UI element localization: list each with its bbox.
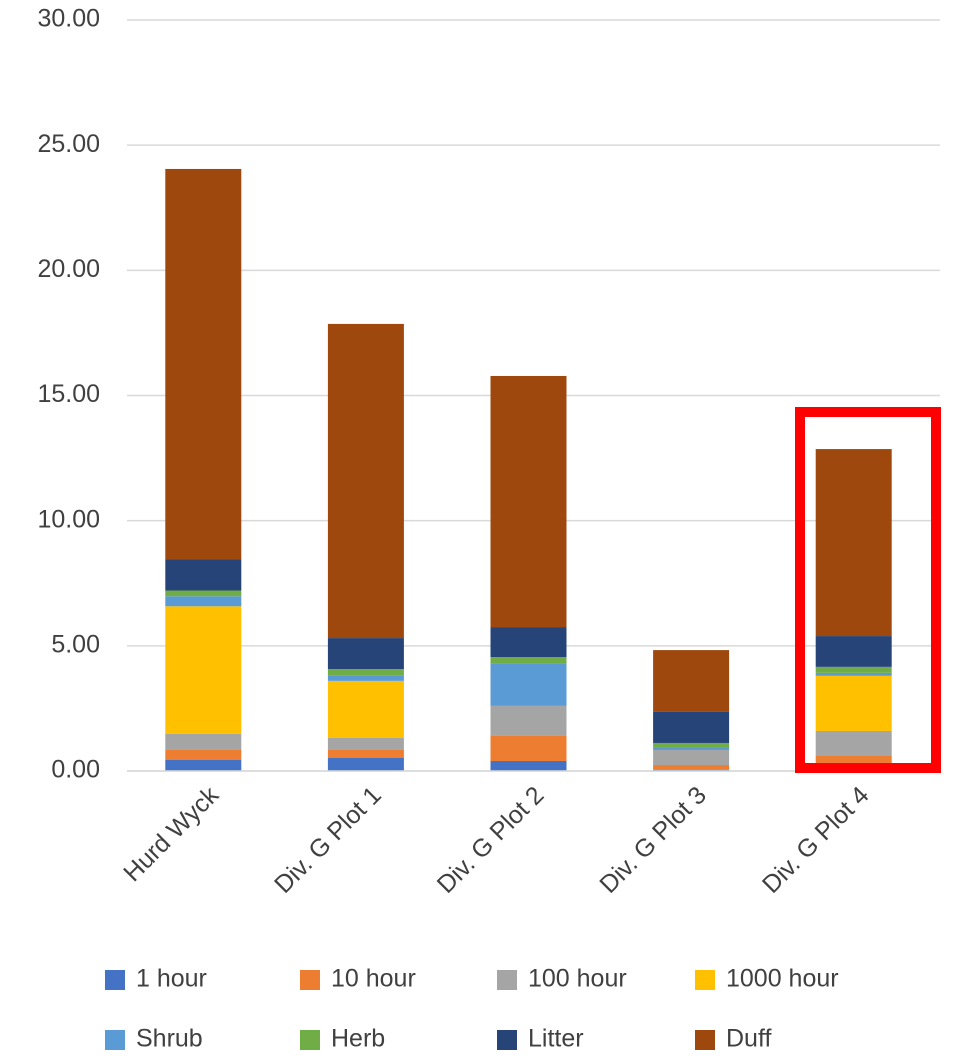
bar-segment (327, 737, 404, 750)
legend-label: Herb (331, 1025, 385, 1053)
y-tick-label: 5.00 (51, 630, 100, 658)
bar-segment (490, 663, 567, 706)
bar-segment (165, 596, 242, 607)
x-tick-label: Div. G Plot 4 (757, 781, 875, 899)
y-tick-label: 15.00 (37, 380, 100, 408)
x-tick-label: Div. G Plot 2 (432, 781, 550, 899)
bar-segment (490, 375, 567, 628)
legend-swatch (105, 970, 125, 990)
bar-segment (490, 705, 567, 736)
bar-segment (165, 733, 242, 750)
bar-segment (653, 711, 730, 743)
y-tick-label: 25.00 (37, 130, 100, 158)
legend-label: 1 hour (136, 965, 207, 993)
y-tick-label: 0.00 (51, 756, 100, 784)
y-tick-label: 20.00 (37, 255, 100, 283)
legend-label: 10 hour (331, 965, 416, 993)
legend-swatch (300, 1030, 320, 1050)
bar-segment (165, 559, 242, 591)
x-tick-label: Div. G Plot 1 (269, 781, 387, 899)
bar-segment (490, 735, 567, 761)
bar-segment (327, 323, 404, 639)
bar-segment (165, 590, 242, 597)
legend-swatch (300, 970, 320, 990)
y-tick-label: 30.00 (37, 5, 100, 33)
bar-segment (327, 680, 404, 738)
bar-segment (327, 638, 404, 670)
bar-segment (653, 749, 730, 765)
bar-segment (815, 449, 892, 637)
bar-segment (653, 650, 730, 712)
bar-segment (165, 759, 242, 771)
bar-segment (653, 747, 730, 750)
legend-label: Shrub (136, 1025, 203, 1053)
legend-label: 1000 hour (726, 965, 839, 993)
legend-swatch (695, 970, 715, 990)
bar-segment (815, 672, 892, 676)
bar-segment (490, 760, 567, 771)
bar-segment (327, 757, 404, 771)
bar-segment (327, 675, 404, 681)
bar-segment (815, 636, 892, 667)
bar-segment (490, 657, 567, 664)
legend-label: Litter (528, 1025, 584, 1053)
y-tick-label: 10.00 (37, 505, 100, 533)
legend-swatch (105, 1030, 125, 1050)
bar-segment (165, 168, 242, 560)
bar-segment (327, 749, 404, 758)
bar-segment (815, 730, 892, 756)
bar-segment (327, 669, 404, 676)
legend-swatch (695, 1030, 715, 1050)
bar-segment (490, 627, 567, 658)
legend-swatch (497, 1030, 517, 1050)
bar-segment (653, 764, 730, 770)
bar-segment (815, 675, 892, 731)
highlight-box (795, 407, 941, 773)
bar-segment (165, 606, 242, 734)
x-tick-label: Div. G Plot 3 (594, 781, 712, 899)
x-tick-label: Hurd Wyck (118, 781, 224, 887)
bar-segment (815, 666, 892, 673)
bar-segment (165, 749, 242, 760)
legend-swatch (497, 970, 517, 990)
bar-segment (653, 742, 730, 748)
legend-label: Duff (726, 1025, 771, 1053)
legend-label: 100 hour (528, 965, 627, 993)
